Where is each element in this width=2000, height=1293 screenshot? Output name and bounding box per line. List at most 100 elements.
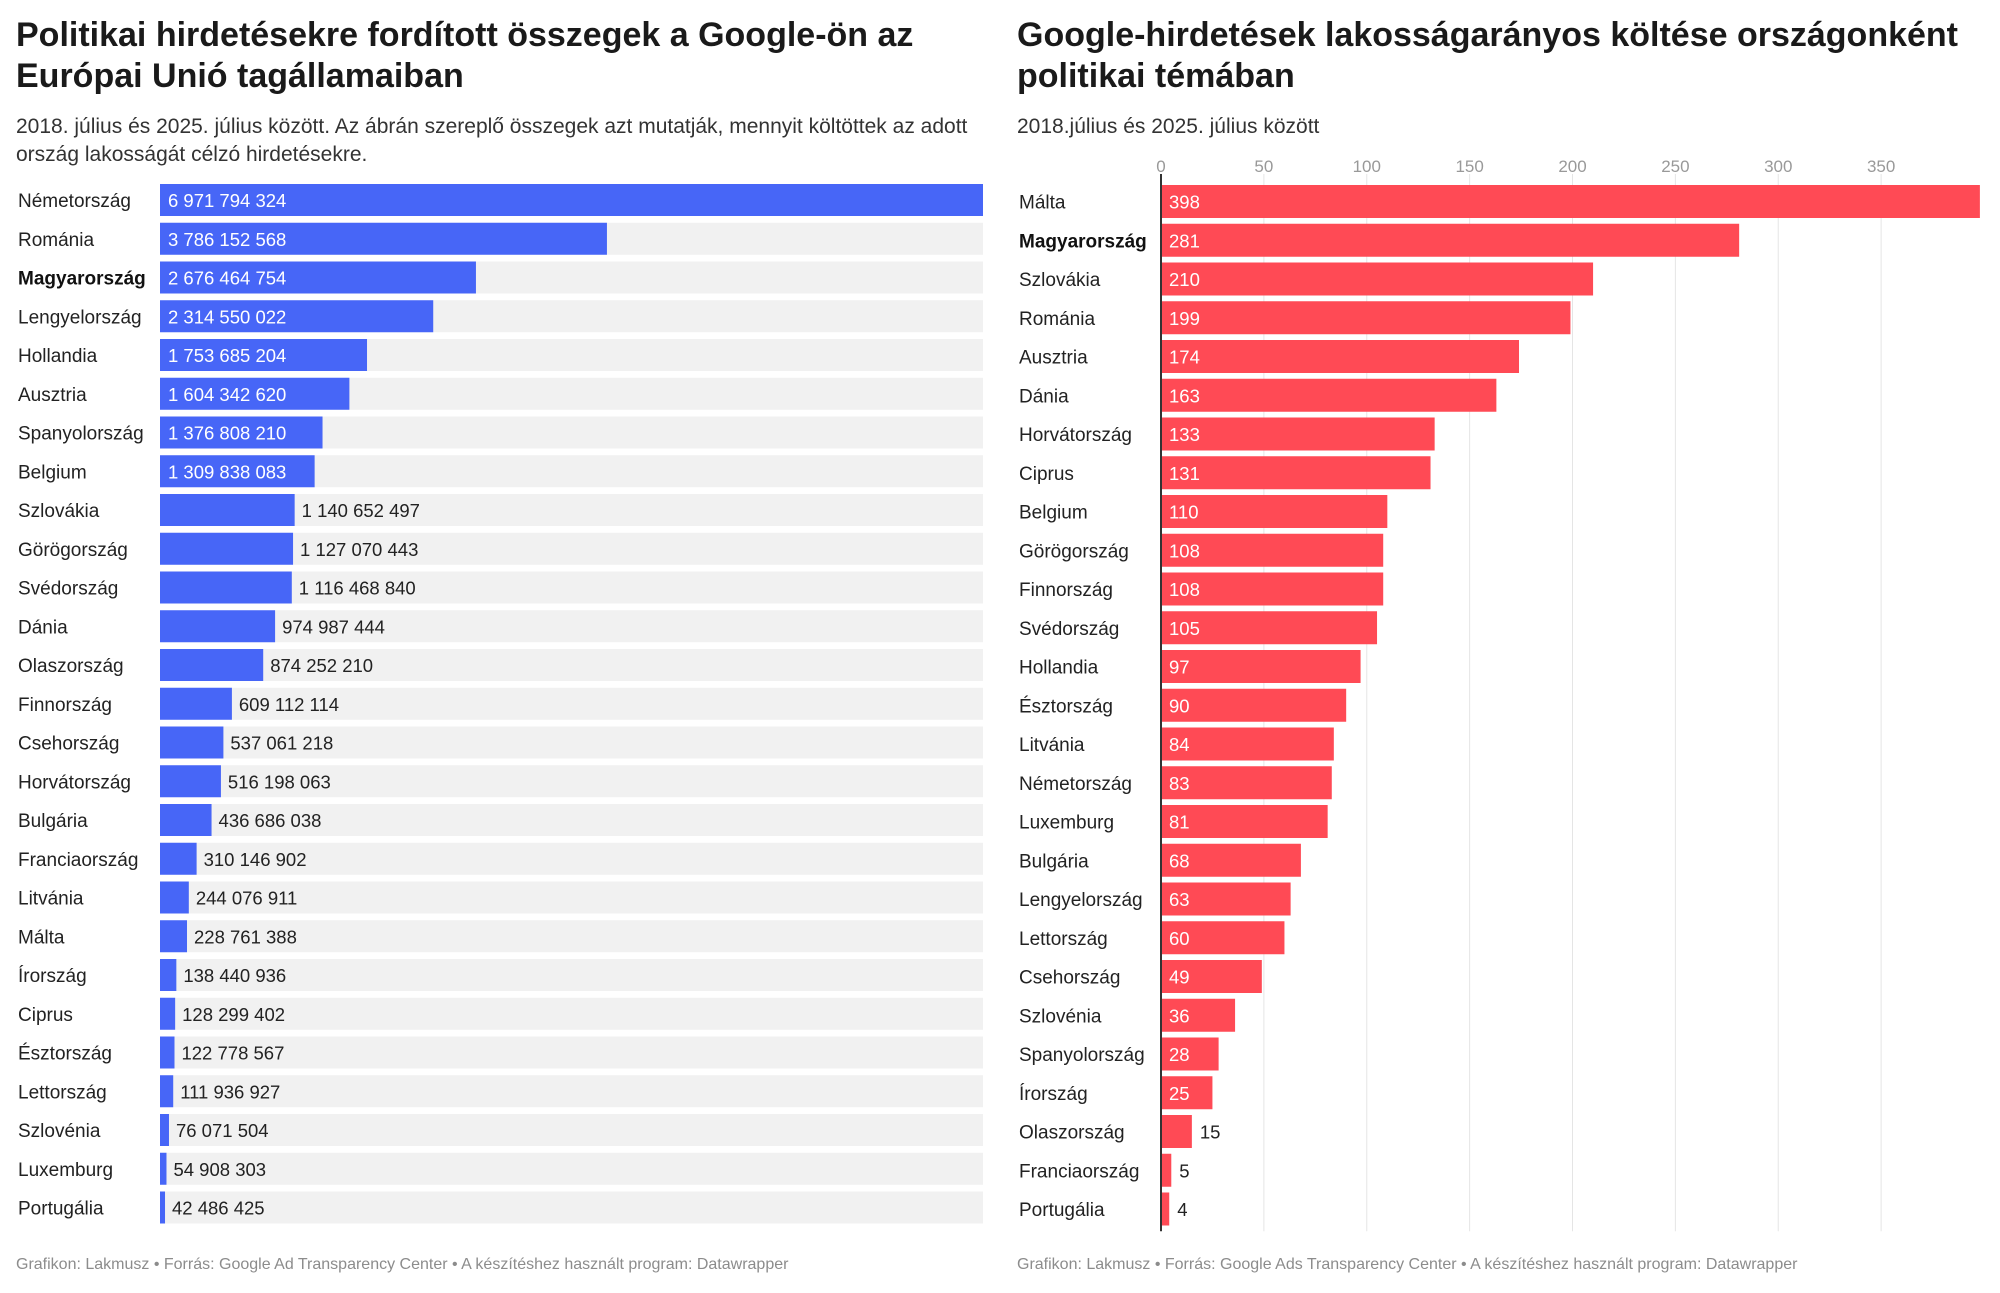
category-label: Csehország bbox=[18, 734, 119, 755]
axis-tick-label: 200 bbox=[1558, 157, 1586, 176]
category-label: Lettország bbox=[18, 1082, 107, 1103]
bar bbox=[1161, 1192, 1170, 1226]
category-label: Németország bbox=[1019, 774, 1132, 795]
value-label: 133 bbox=[1169, 424, 1200, 445]
value-label: 68 bbox=[1169, 850, 1190, 871]
category-label: Románia bbox=[18, 230, 94, 251]
value-label: 163 bbox=[1169, 385, 1200, 406]
chart-panel-total-spend: Politikai hirdetésekre fordított összege… bbox=[16, 0, 984, 1293]
category-label: Portugália bbox=[18, 1199, 104, 1220]
chart-panel-per-capita: Google-hirdetések lakosságarányos költés… bbox=[1017, 0, 1985, 1293]
axis-tick-label: 250 bbox=[1661, 157, 1689, 176]
category-label: Szlovákia bbox=[1019, 270, 1101, 291]
value-label: 609 112 114 bbox=[239, 694, 339, 715]
value-label: 874 252 210 bbox=[270, 655, 373, 676]
bar-background bbox=[160, 1036, 983, 1069]
category-label: Szlovénia bbox=[18, 1121, 101, 1142]
bar-background bbox=[160, 804, 983, 836]
bar bbox=[160, 339, 368, 371]
bar bbox=[1161, 340, 1520, 373]
value-label: 516 198 063 bbox=[228, 771, 331, 792]
category-label: Bulgária bbox=[18, 811, 88, 832]
bar-background bbox=[160, 997, 983, 1030]
category-label: Málta bbox=[1019, 193, 1066, 214]
value-label: 1 140 652 497 bbox=[302, 500, 420, 521]
value-label: 398 bbox=[1169, 192, 1200, 213]
bar bbox=[160, 455, 315, 488]
bar bbox=[160, 571, 292, 604]
bar bbox=[1161, 1037, 1219, 1071]
value-label: 15 bbox=[1200, 1122, 1221, 1143]
bar bbox=[160, 842, 197, 875]
chart-footer: Grafikon: Lakmusz • Forrás: Google Ads T… bbox=[1017, 1256, 1798, 1273]
category-label: Észtország bbox=[1019, 696, 1113, 717]
category-label: Szlovákia bbox=[18, 501, 100, 522]
bar bbox=[1161, 185, 1980, 218]
bar bbox=[1161, 378, 1497, 412]
bar-background bbox=[160, 1114, 983, 1146]
category-label: Észtország bbox=[18, 1044, 112, 1065]
chart-title: Google-hirdetések lakosságarányos költés… bbox=[1017, 16, 1958, 95]
value-label: 537 061 218 bbox=[230, 733, 333, 754]
value-label: 228 761 388 bbox=[194, 926, 297, 947]
value-label: 199 bbox=[1169, 308, 1200, 329]
bar bbox=[1161, 998, 1236, 1032]
bar bbox=[1161, 1153, 1172, 1187]
category-label: Belgium bbox=[18, 462, 87, 483]
category-label: Dánia bbox=[18, 617, 68, 638]
value-label: 138 440 936 bbox=[183, 965, 286, 986]
value-label: 1 116 468 840 bbox=[299, 578, 416, 599]
category-label: Svédország bbox=[1019, 619, 1119, 640]
bar bbox=[160, 1075, 174, 1108]
bar bbox=[160, 261, 476, 294]
value-label: 5 bbox=[1179, 1160, 1189, 1181]
value-label: 2 314 550 022 bbox=[168, 306, 286, 327]
category-label: Németország bbox=[18, 191, 131, 212]
bar-background bbox=[160, 532, 983, 565]
value-label: 174 bbox=[1169, 347, 1200, 368]
bar-background bbox=[160, 1075, 983, 1108]
bar bbox=[1161, 960, 1262, 993]
bar bbox=[160, 997, 176, 1030]
category-label: Luxemburg bbox=[18, 1160, 113, 1181]
value-label: 1 753 685 204 bbox=[168, 345, 286, 366]
bar-background bbox=[160, 920, 983, 953]
bar-background bbox=[160, 765, 983, 798]
category-label: Belgium bbox=[1019, 503, 1088, 524]
axis-tick-label: 150 bbox=[1455, 157, 1483, 176]
value-label: 6 971 794 324 bbox=[168, 190, 286, 211]
value-label: 111 936 927 bbox=[180, 1081, 280, 1102]
category-label: Írország bbox=[1019, 1084, 1088, 1105]
bar bbox=[1161, 843, 1301, 877]
bar bbox=[160, 726, 224, 759]
bar bbox=[160, 920, 188, 953]
bar-background bbox=[160, 610, 983, 643]
category-label: Litvánia bbox=[18, 889, 84, 910]
bar bbox=[160, 416, 323, 449]
bar bbox=[160, 959, 177, 991]
category-label: Írország bbox=[18, 966, 87, 987]
category-label: Ausztria bbox=[1019, 348, 1088, 369]
bar bbox=[1161, 223, 1740, 257]
value-label: 210 bbox=[1169, 269, 1200, 290]
bar bbox=[160, 1152, 167, 1185]
bar bbox=[160, 1191, 166, 1224]
bar bbox=[160, 184, 983, 216]
category-label: Lettország bbox=[1019, 929, 1108, 950]
value-label: 3 786 152 568 bbox=[168, 229, 286, 250]
category-label: Románia bbox=[1019, 309, 1095, 330]
bar bbox=[1161, 533, 1384, 567]
value-label: 244 076 911 bbox=[196, 888, 298, 909]
category-label: Litvánia bbox=[1019, 735, 1085, 756]
value-label: 108 bbox=[1169, 579, 1200, 600]
value-label: 90 bbox=[1169, 695, 1190, 716]
category-label: Málta bbox=[18, 927, 65, 948]
bar bbox=[1161, 262, 1594, 296]
axis-tick-label: 350 bbox=[1867, 157, 1895, 176]
bar bbox=[160, 881, 189, 914]
bar bbox=[1161, 301, 1571, 335]
value-label: 1 376 808 210 bbox=[168, 423, 286, 444]
bar bbox=[160, 1114, 169, 1146]
bar bbox=[160, 377, 350, 410]
bar bbox=[160, 804, 212, 836]
